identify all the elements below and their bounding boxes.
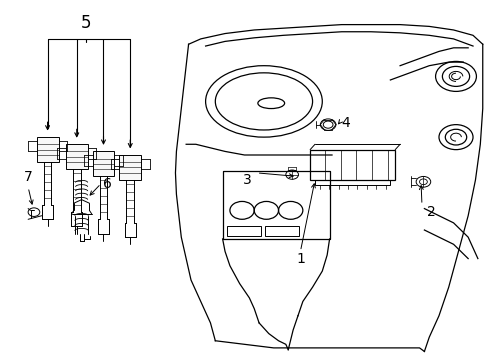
Bar (309, 150, 394, 180)
Bar (66, 144, 87, 169)
Text: 6: 6 (103, 176, 112, 190)
Bar (314, 180, 389, 185)
Bar (92, 152, 114, 176)
Bar (119, 155, 141, 180)
Text: 7: 7 (24, 170, 32, 184)
Bar (264, 226, 298, 237)
Text: 2: 2 (427, 205, 435, 219)
Text: 1: 1 (295, 252, 304, 266)
Text: 3: 3 (242, 173, 251, 187)
Bar (37, 137, 59, 162)
Bar (226, 226, 261, 237)
Bar (222, 171, 329, 239)
Text: 5: 5 (81, 14, 92, 32)
Text: 4: 4 (341, 116, 350, 130)
